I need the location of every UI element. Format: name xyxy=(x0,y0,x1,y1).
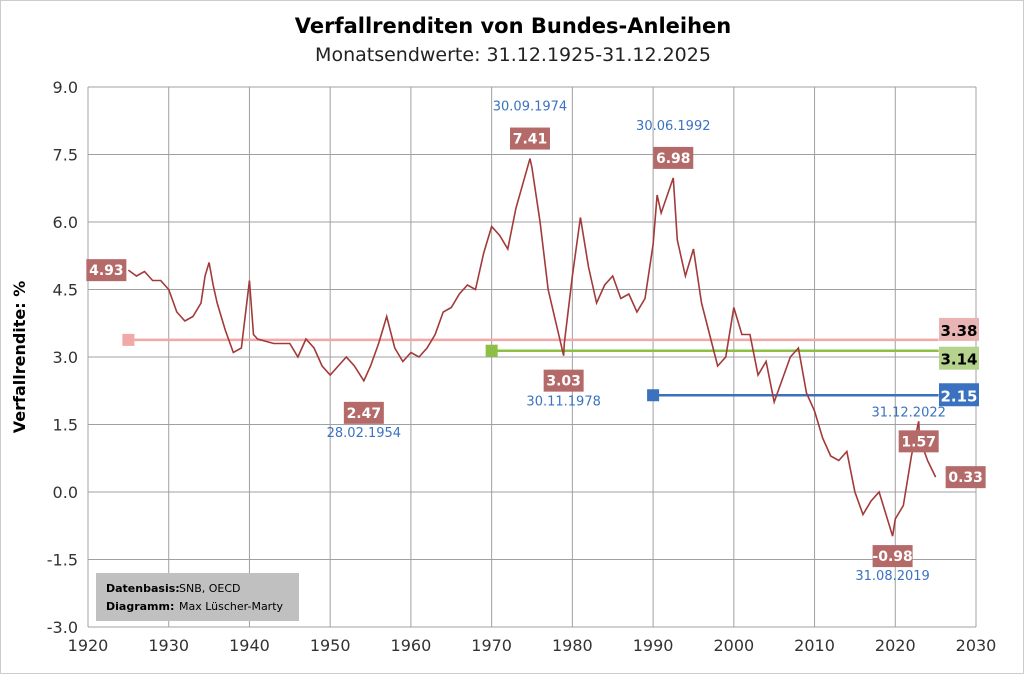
average-start-marker xyxy=(485,344,498,357)
average-label: 3.14 xyxy=(940,351,977,369)
data-label-bg xyxy=(86,259,127,282)
source-box: Datenbasis: SNB, OECD Diagramm: Max Lüsc… xyxy=(96,573,299,621)
data-label: 0.33 xyxy=(948,470,983,486)
x-tick-label: 1970 xyxy=(471,636,512,655)
x-tick-label: 1990 xyxy=(633,636,674,655)
average-start-marker xyxy=(122,333,135,346)
x-tick-label: 1940 xyxy=(229,636,270,655)
date-label: 30.11.1978 xyxy=(526,395,600,410)
y-tick-label: -1.5 xyxy=(47,551,78,570)
average-label: 3.38 xyxy=(940,322,977,340)
author-label: Diagramm: xyxy=(106,600,174,613)
y-tick-label: -3.0 xyxy=(47,618,78,637)
data-label-bg xyxy=(945,466,986,489)
x-tick-label: 2020 xyxy=(875,636,916,655)
y-tick-label: 6.0 xyxy=(53,213,78,232)
date-label: 30.06.1992 xyxy=(636,119,710,134)
data-label-bg xyxy=(898,430,939,453)
data-label-bg xyxy=(872,545,913,568)
x-tick-label: 2030 xyxy=(956,636,997,655)
y-tick-label: 3.0 xyxy=(53,348,78,367)
average-label-bg xyxy=(939,317,979,341)
date-label: 28.02.1954 xyxy=(327,426,401,441)
data-label: 3.03 xyxy=(546,374,581,390)
x-tick-label: 1980 xyxy=(552,636,593,655)
y-tick-label: 9.0 xyxy=(53,78,78,97)
source-label: Datenbasis: xyxy=(106,582,180,595)
data-label-bg xyxy=(543,369,584,392)
date-label: 30.09.1974 xyxy=(493,100,567,115)
x-tick-label: 2010 xyxy=(794,636,835,655)
average-start-marker xyxy=(647,389,660,402)
date-label: 31.12.2022 xyxy=(871,405,945,420)
yield-line xyxy=(127,158,937,537)
x-tick-label: 1920 xyxy=(68,636,109,655)
data-label-bg xyxy=(343,401,384,424)
data-label: 6.98 xyxy=(656,151,691,167)
source-value: SNB, OECD xyxy=(179,582,241,595)
data-label: 2.47 xyxy=(347,406,382,422)
data-label-bg xyxy=(509,127,550,150)
data-label: 7.41 xyxy=(513,132,548,148)
x-tick-label: 2000 xyxy=(713,636,754,655)
average-label-bg xyxy=(939,383,979,407)
x-tick-label: 1950 xyxy=(310,636,351,655)
chart-title: Verfallrenditen von Bundes-Anleihen xyxy=(295,14,732,38)
average-label: 2.15 xyxy=(940,387,977,405)
data-label: 4.93 xyxy=(89,263,124,279)
x-tick-label: 1960 xyxy=(391,636,432,655)
chart-subtitle: Monatsendwerte: 31.12.1925-31.12.2025 xyxy=(315,44,711,66)
date-label: 31.08.2019 xyxy=(855,569,929,584)
y-tick-label: 0.0 xyxy=(53,483,78,502)
average-label-bg xyxy=(939,346,979,370)
y-tick-label: 7.5 xyxy=(53,146,78,165)
author-value: Max Lüscher-Marty xyxy=(179,600,284,613)
y-tick-label: 4.5 xyxy=(53,281,78,300)
data-label: 1.57 xyxy=(901,434,936,450)
data-label: -0.98 xyxy=(872,549,912,565)
y-axis-label: Verfallrendite: % xyxy=(10,281,29,434)
y-tick-label: 1.5 xyxy=(53,416,78,435)
x-tick-label: 1930 xyxy=(148,636,189,655)
data-label-bg xyxy=(653,146,694,169)
